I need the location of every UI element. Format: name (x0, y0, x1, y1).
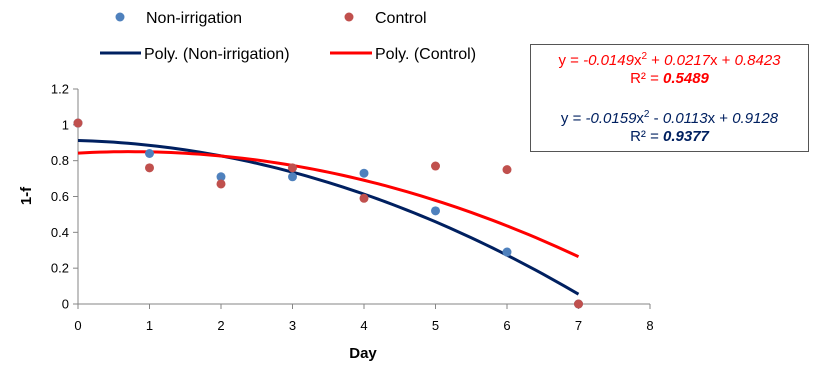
point-non-irrigation-3 (288, 172, 297, 182)
x-tick-label: 8 (646, 318, 653, 333)
point-control-3 (288, 163, 297, 173)
legend: Non-irrigation Control Poly. (Non-irriga… (100, 10, 476, 63)
equation-control-text: y = -0.0149x2 + 0.0217x + 0.8423 (558, 51, 781, 70)
x-ticks: 0 1 2 3 4 5 6 7 8 (74, 304, 654, 333)
trendline-non-irrigation (77, 138, 580, 296)
point-control-4 (359, 193, 369, 203)
equation-box: y = -0.0149x2 + 0.0217x + 0.8423 R² = 0.… (530, 44, 809, 152)
x-tick-label: 4 (360, 318, 367, 333)
point-control-6 (502, 165, 512, 175)
y-tick-label: 0.8 (51, 153, 69, 168)
r2-non-irrigation-text: R² = 0.9377 (630, 128, 709, 145)
y-tick-label: 1 (62, 117, 69, 132)
legend-label-poly-control: Poly. (Control) (375, 46, 476, 63)
r2-non-irrigation: R² = 0.9377 (531, 128, 808, 146)
r2-control: R² = 0.5489 (531, 70, 808, 88)
y-tick-label: 0.4 (51, 225, 69, 240)
equation-non-irrigation-text: y = -0.0159x2 - 0.0113x + 0.9128 (560, 109, 779, 128)
trendline-control (77, 150, 580, 259)
y-tick-label: 0 (62, 297, 69, 312)
y-ticks: 0 0.2 0.4 0.6 0.8 1 1.2 (51, 82, 78, 312)
equation-non-irrigation: y = -0.0159x2 - 0.0113x + 0.9128 (531, 110, 808, 128)
point-control-2 (216, 179, 226, 189)
x-tick-label: 5 (432, 318, 439, 333)
point-non-irrigation-5 (431, 206, 440, 216)
x-tick-label: 1 (146, 318, 153, 333)
legend-marker-control (344, 12, 354, 22)
y-tick-label: 0.2 (51, 261, 69, 276)
legend-label-control: Control (375, 10, 427, 27)
point-control-7 (574, 299, 583, 309)
x-tick-label: 2 (217, 318, 224, 333)
y-axis-title: 1-f (18, 186, 35, 205)
equation-control: y = -0.0149x2 + 0.0217x + 0.8423 (531, 52, 808, 70)
x-axis-title: Day (349, 345, 377, 362)
point-non-irrigation-6 (502, 247, 512, 257)
y-tick-label: 0.6 (51, 189, 69, 204)
legend-marker-non-irrigation (115, 12, 125, 22)
point-control-1 (145, 163, 154, 173)
data-points (73, 118, 583, 309)
point-non-irrigation-1 (145, 149, 154, 158)
legend-label-poly-non-irrigation: Poly. (Non-irrigation) (144, 46, 290, 63)
point-control-5 (431, 161, 440, 171)
legend-label-non-irrigation: Non-irrigation (146, 10, 242, 27)
point-non-irrigation-4 (359, 168, 369, 178)
point-non-irrigation-2 (216, 172, 226, 182)
y-tick-label: 1.2 (51, 82, 69, 97)
trendlines (77, 138, 580, 296)
x-tick-label: 0 (74, 318, 81, 333)
x-tick-label: 6 (503, 318, 510, 333)
r2-control-text: R² = 0.5489 (630, 70, 709, 87)
point-control-0 (73, 118, 83, 128)
x-tick-label: 3 (289, 318, 296, 333)
x-tick-label: 7 (575, 318, 582, 333)
